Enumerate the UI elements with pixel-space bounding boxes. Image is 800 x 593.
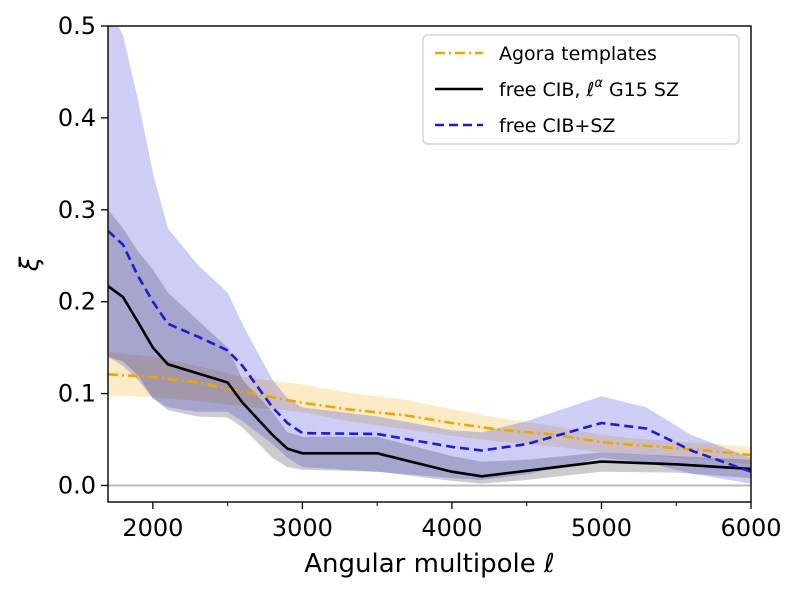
y-tick-label: 0.4 <box>58 104 96 132</box>
axes: 2000 3000 4000 5000 6000 0.0 0.1 0.2 0.3 0.4 0.5 An… <box>15 12 782 579</box>
y-tick-label: 0.0 <box>58 471 96 499</box>
y-tick-label: 0.1 <box>58 380 96 408</box>
x-tick-label: 5000 <box>571 514 632 542</box>
line-agora-templates <box>108 373 751 457</box>
legend-label-superscript: α <box>594 76 603 91</box>
series-lines <box>108 229 751 478</box>
x-axis-title: Angular multipole ℓ <box>304 549 554 579</box>
band-free-cib-sz <box>108 26 751 484</box>
y-tick-label: 0.3 <box>58 196 96 224</box>
legend-label-free-cib-g15-sz: free CIB, ℓα G15 SZ <box>499 76 679 101</box>
band-free-cib-g15-sz <box>108 209 751 484</box>
x-tick-label: 6000 <box>720 514 781 542</box>
y-tick-label: 0.2 <box>58 288 96 316</box>
x-tick-label: 4000 <box>421 514 482 542</box>
x-tick-label: 3000 <box>272 514 333 542</box>
line-free-cib-sz <box>108 229 751 473</box>
band-agora-templates <box>108 352 751 465</box>
plot-frame <box>107 25 752 503</box>
y-tick-label: 0.5 <box>58 12 96 40</box>
legend-label-part: free CIB, ℓ <box>499 79 594 101</box>
legend-label-free-cib-sz: free CIB+SZ <box>499 115 615 137</box>
x-tick-label: 2000 <box>122 514 183 542</box>
legend-label-agora-templates: Agora templates <box>499 43 657 65</box>
line-free-cib-g15-sz <box>108 285 751 478</box>
legend-label-part: G15 SZ <box>603 79 679 101</box>
y-axis-title: ξ <box>15 256 45 272</box>
legend-box <box>422 34 740 145</box>
confidence-bands <box>108 26 751 484</box>
